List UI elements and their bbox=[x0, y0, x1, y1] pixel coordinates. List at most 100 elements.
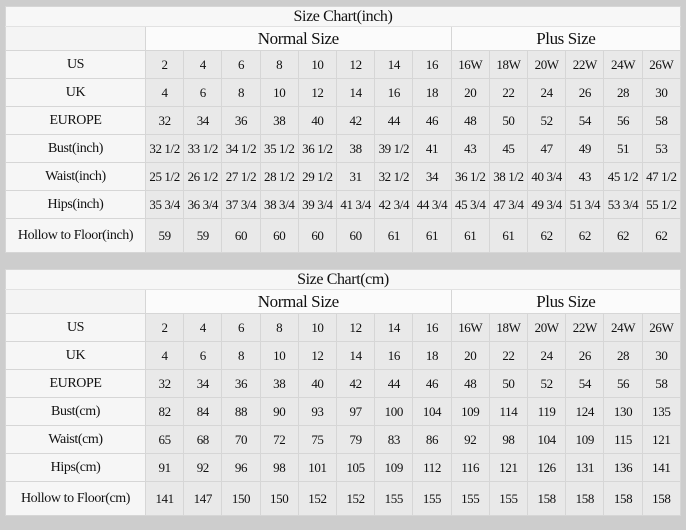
table-cell: 158 bbox=[565, 481, 605, 516]
table-row: Waist(cm) 65 68 70 72 75 79 83 86 92 98 104 109 115 12… bbox=[5, 425, 682, 454]
table-cell: 24 bbox=[527, 78, 567, 107]
table-row: US 2 4 6 8 10 12 14 16 16W 18W 20W 22W 24W 26W bbox=[5, 313, 682, 342]
table-cell: 93 bbox=[297, 397, 338, 426]
table-cell: 55 1/2 bbox=[641, 190, 682, 219]
table-cell: 18W bbox=[488, 50, 529, 79]
table-cell: 116 bbox=[450, 453, 490, 482]
group-header-plus: Plus Size bbox=[450, 26, 682, 51]
table-cell: 100 bbox=[374, 397, 414, 426]
table-cell: 16W bbox=[450, 50, 490, 79]
table-cell: 37 3/4 bbox=[221, 190, 261, 219]
table-cell: 147 bbox=[183, 481, 223, 516]
size-table: Size Chart(cm) Normal Size Plus Size US 2 4 6 8… bbox=[5, 269, 682, 516]
table-cell: 16W bbox=[450, 313, 490, 342]
table-cell: 25 1/2 bbox=[144, 162, 185, 191]
table-cell: 12 bbox=[336, 50, 376, 79]
table-cell: 56 bbox=[603, 369, 643, 398]
table-cell: 36 bbox=[221, 369, 261, 398]
row-label: EUROPE bbox=[5, 369, 146, 398]
table-cell: 72 bbox=[259, 425, 299, 454]
table-cell: 36 1/2 bbox=[450, 162, 490, 191]
table-cell: 24 bbox=[527, 341, 567, 370]
table-cell: 47 3/4 bbox=[488, 190, 529, 219]
table-cell: 16 bbox=[374, 78, 414, 107]
table-cell: 20 bbox=[450, 341, 490, 370]
table-cell: 70 bbox=[221, 425, 261, 454]
table-cell: 56 bbox=[603, 106, 643, 135]
table-cell: 4 bbox=[183, 313, 223, 342]
table-cell: 158 bbox=[527, 481, 567, 516]
table-cell: 40 3/4 bbox=[527, 162, 567, 191]
table-cell: 30 bbox=[641, 341, 682, 370]
size-table: Size Chart(inch) Normal Size Plus Size US 2 4… bbox=[5, 6, 682, 253]
table-cell: 36 3/4 bbox=[183, 190, 223, 219]
table-cell: 12 bbox=[336, 313, 376, 342]
table-cell: 38 1/2 bbox=[488, 162, 529, 191]
table-cell: 109 bbox=[565, 425, 605, 454]
row-label: UK bbox=[5, 78, 146, 107]
table-cell: 43 bbox=[450, 134, 490, 163]
table-cell: 42 bbox=[336, 106, 376, 135]
table-cell: 115 bbox=[603, 425, 643, 454]
table-cell: 158 bbox=[603, 481, 643, 516]
table-cell: 26W bbox=[641, 313, 682, 342]
table-cell: 109 bbox=[450, 397, 490, 426]
row-label: Waist(inch) bbox=[5, 162, 146, 191]
table-cell: 28 bbox=[603, 78, 643, 107]
table-cell: 104 bbox=[527, 425, 567, 454]
group-row: Normal Size Plus Size bbox=[5, 26, 682, 51]
table-cell: 4 bbox=[183, 50, 223, 79]
table-cell: 155 bbox=[374, 481, 414, 516]
table-cell: 51 3/4 bbox=[565, 190, 605, 219]
table-cell: 152 bbox=[297, 481, 338, 516]
table-cell: 58 bbox=[641, 369, 682, 398]
table-cell: 150 bbox=[259, 481, 299, 516]
table-cell: 18W bbox=[488, 313, 529, 342]
table-cell: 20 bbox=[450, 78, 490, 107]
table-cell: 46 bbox=[412, 369, 452, 398]
table-cell: 49 3/4 bbox=[527, 190, 567, 219]
row-label: EUROPE bbox=[5, 106, 146, 135]
table-cell: 22 bbox=[488, 341, 529, 370]
group-header-normal: Normal Size bbox=[145, 289, 452, 314]
table-row: Bust(cm) 82 84 88 90 93 97 100 104 109 114 119 124 13… bbox=[5, 397, 682, 426]
table-cell: 92 bbox=[183, 453, 223, 482]
table-cell: 60 bbox=[336, 218, 376, 253]
table-row: Hips(cm) 91 92 96 98 101 105 109 112 116 121 126 131… bbox=[5, 453, 682, 482]
table-cell: 34 bbox=[412, 162, 452, 191]
table-cell: 61 bbox=[374, 218, 414, 253]
table-cell: 31 bbox=[336, 162, 376, 191]
table-cell: 8 bbox=[259, 313, 299, 342]
table-cell: 51 bbox=[603, 134, 643, 163]
table-cell: 40 bbox=[297, 106, 338, 135]
table-cell: 4 bbox=[144, 341, 185, 370]
table-cell: 12 bbox=[297, 78, 338, 107]
table-cell: 34 bbox=[183, 369, 223, 398]
size-chart-cm: Size Chart(cm) Normal Size Plus Size US 2 4 6 8… bbox=[5, 269, 682, 516]
table-cell: 22W bbox=[565, 313, 605, 342]
blank-cell bbox=[5, 26, 146, 51]
table-cell: 28 1/2 bbox=[259, 162, 299, 191]
table-cell: 104 bbox=[412, 397, 452, 426]
table-cell: 65 bbox=[144, 425, 185, 454]
table-cell: 60 bbox=[259, 218, 299, 253]
row-label: Hips(cm) bbox=[5, 453, 146, 482]
table-cell: 24W bbox=[603, 313, 643, 342]
table-cell: 38 bbox=[259, 369, 299, 398]
table-cell: 45 1/2 bbox=[603, 162, 643, 191]
table-row: Waist(inch) 25 1/2 26 1/2 27 1/2 28 1/2 29 1/… bbox=[5, 162, 682, 191]
row-label: Hollow to Floor(cm) bbox=[5, 481, 146, 516]
table-cell: 26W bbox=[641, 50, 682, 79]
table-cell: 12 bbox=[297, 341, 338, 370]
table-cell: 6 bbox=[183, 78, 223, 107]
table-cell: 16 bbox=[374, 341, 414, 370]
table-cell: 6 bbox=[221, 313, 261, 342]
table-cell: 155 bbox=[450, 481, 490, 516]
table-cell: 10 bbox=[259, 341, 299, 370]
chart-title: Size Chart(inch) bbox=[5, 6, 681, 27]
table-cell: 121 bbox=[641, 425, 682, 454]
table-cell: 53 bbox=[641, 134, 682, 163]
table-cell: 52 bbox=[527, 106, 567, 135]
table-cell: 79 bbox=[336, 425, 376, 454]
table-cell: 83 bbox=[374, 425, 414, 454]
